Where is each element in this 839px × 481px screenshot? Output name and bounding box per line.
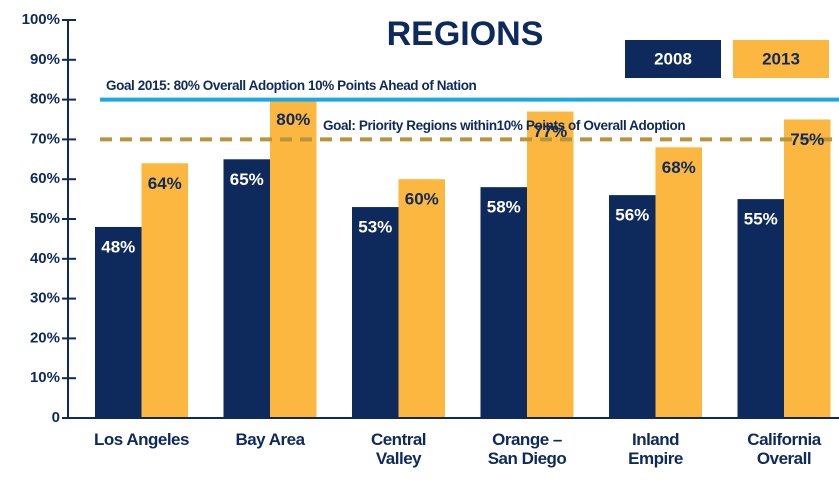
y-tick-label: 20% xyxy=(30,329,60,346)
bar xyxy=(223,159,270,419)
value-label: 77% xyxy=(533,122,567,141)
y-tick-label: 70% xyxy=(30,130,60,147)
y-tick-label: 60% xyxy=(30,170,60,187)
bar xyxy=(737,199,784,418)
y-tick-label: 10% xyxy=(30,369,60,386)
bar xyxy=(527,111,574,418)
value-label: 53% xyxy=(358,218,392,237)
legend-swatch xyxy=(625,40,721,78)
reference-label: Goal 2015: 80% Overall Adoption 10% Poin… xyxy=(106,78,477,93)
value-label: 65% xyxy=(230,170,264,189)
x-tick-label: Bay Area xyxy=(235,430,305,449)
x-tick-label: Los Angeles xyxy=(94,430,189,449)
bar xyxy=(141,163,188,418)
x-tick-label: Central Valley xyxy=(370,430,427,468)
value-label: 64% xyxy=(148,174,182,193)
bar xyxy=(480,187,527,418)
value-label: 60% xyxy=(405,190,439,209)
value-label: 80% xyxy=(276,110,310,129)
legend-label: 2008 xyxy=(654,49,692,68)
y-tick-label: 50% xyxy=(30,210,60,227)
chart-title: REGIONS xyxy=(387,15,544,53)
value-label: 55% xyxy=(744,210,778,229)
y-tick-label: 30% xyxy=(30,290,60,307)
bar xyxy=(398,179,445,418)
bar xyxy=(270,99,317,418)
y-tick-label: 90% xyxy=(30,51,60,68)
legend-label: 2013 xyxy=(762,49,800,68)
bar xyxy=(609,195,656,418)
bar xyxy=(95,226,142,418)
value-label: 75% xyxy=(790,130,824,149)
y-tick-label: 100% xyxy=(22,11,60,28)
x-tick-label: Orange – San Diego xyxy=(487,430,567,468)
bar xyxy=(655,147,702,419)
bar xyxy=(352,207,399,418)
value-label: 58% xyxy=(487,198,521,217)
x-tick-label: Inland Empire xyxy=(628,430,683,468)
value-label: 48% xyxy=(101,237,135,256)
legend-swatch xyxy=(733,40,829,78)
x-tick-label: California Overall xyxy=(747,430,821,468)
value-label: 56% xyxy=(615,206,649,225)
y-tick-label: 80% xyxy=(30,91,60,108)
y-tick-label: 0 xyxy=(52,409,60,426)
bar xyxy=(784,119,831,418)
reference-label: Goal: Priority Regions within10% Points … xyxy=(323,118,685,133)
value-label: 68% xyxy=(662,158,696,177)
y-tick-label: 40% xyxy=(30,250,60,267)
